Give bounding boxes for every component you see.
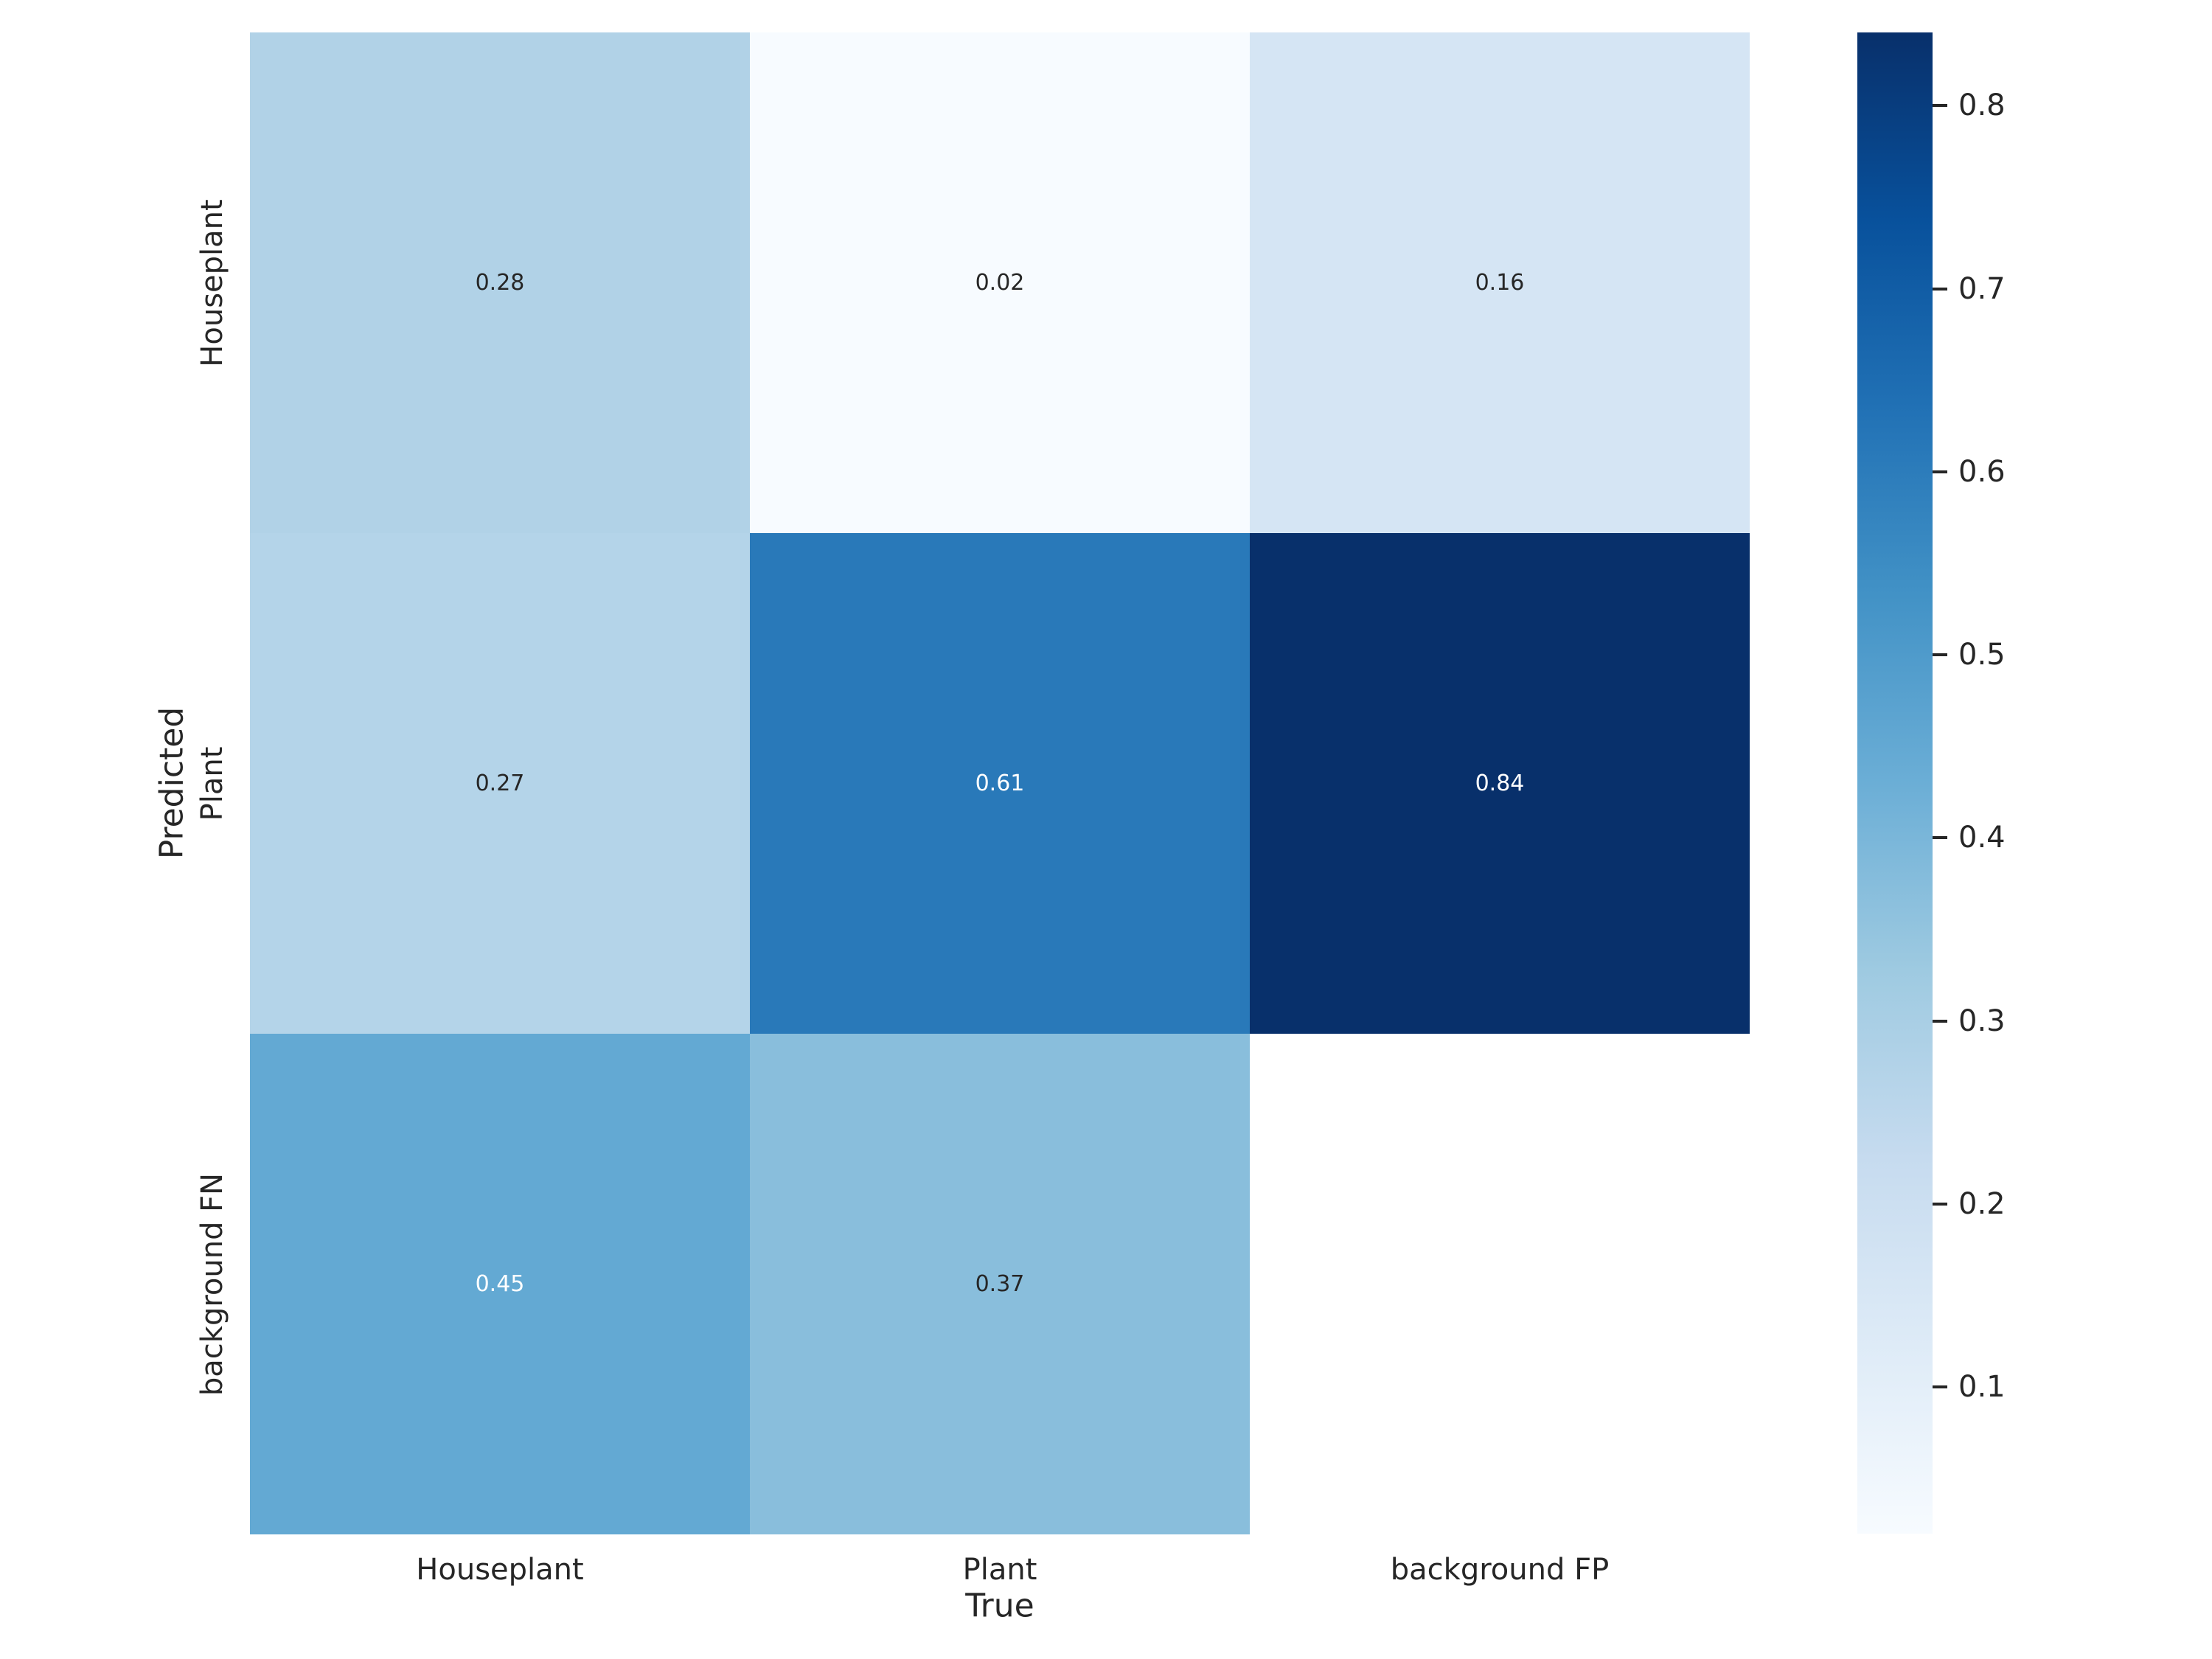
y-tick-label-0: Houseplant: [195, 198, 229, 367]
colorbar-tick-mark: [1933, 470, 1947, 473]
colorbar-tick-mark: [1933, 1385, 1947, 1388]
colorbar-tick-mark: [1933, 104, 1947, 107]
colorbar-tick-label: 0.8: [1958, 88, 2006, 122]
colorbar-tick-label: 0.1: [1958, 1370, 2006, 1404]
x-tick-label-1: Plant: [962, 1553, 1037, 1587]
colorbar-tick-mark: [1933, 1020, 1947, 1023]
cell-value: 0.84: [1475, 770, 1525, 796]
colorbar-tick-mark: [1933, 836, 1947, 839]
colorbar-tick-mark: [1933, 288, 1947, 291]
heatmap-cell-r0c0: 0.28: [250, 32, 750, 533]
colorbar-tick-label: 0.4: [1958, 821, 2006, 855]
colorbar-gradient: [1857, 32, 1933, 1534]
cell-value: 0.45: [475, 1270, 525, 1297]
x-tick-label-0: Houseplant: [416, 1553, 584, 1587]
cell-value: 0.28: [475, 269, 525, 296]
colorbar-tick-mark: [1933, 653, 1947, 656]
colorbar-tick-label: 0.3: [1958, 1004, 2006, 1038]
colorbar-tick-label: 0.5: [1958, 638, 2006, 672]
heatmap-cell-r1c0: 0.27: [250, 533, 750, 1034]
colorbar-tick-label: 0.7: [1958, 272, 2006, 306]
cell-value: 0.16: [1475, 269, 1525, 296]
heatmap-cell-r1c2: 0.84: [1250, 533, 1750, 1034]
cell-value: 0.27: [475, 770, 525, 796]
colorbar-tick-label: 0.2: [1958, 1187, 2006, 1221]
heatmap-cell-r0c2: 0.16: [1250, 32, 1750, 533]
y-tick-label-2: background FN: [195, 1172, 229, 1396]
colorbar-tick-label: 0.6: [1958, 455, 2006, 489]
x-tick-label-2: background FP: [1390, 1553, 1610, 1587]
heatmap-cell-r0c1: 0.02: [750, 32, 1250, 533]
y-axis-label: Predicted: [153, 706, 191, 860]
cell-value: 0.37: [975, 1270, 1025, 1297]
heatmap-cell-r2c1: 0.37: [750, 1034, 1250, 1534]
x-axis-label: True: [965, 1587, 1034, 1625]
heatmap-cell-r2c0: 0.45: [250, 1034, 750, 1534]
heatmap-cell-r1c1: 0.61: [750, 533, 1250, 1034]
y-tick-label-1: Plant: [195, 746, 229, 821]
colorbar-tick-mark: [1933, 1203, 1947, 1206]
cell-value: 0.02: [975, 269, 1025, 296]
cell-value: 0.61: [975, 770, 1025, 796]
